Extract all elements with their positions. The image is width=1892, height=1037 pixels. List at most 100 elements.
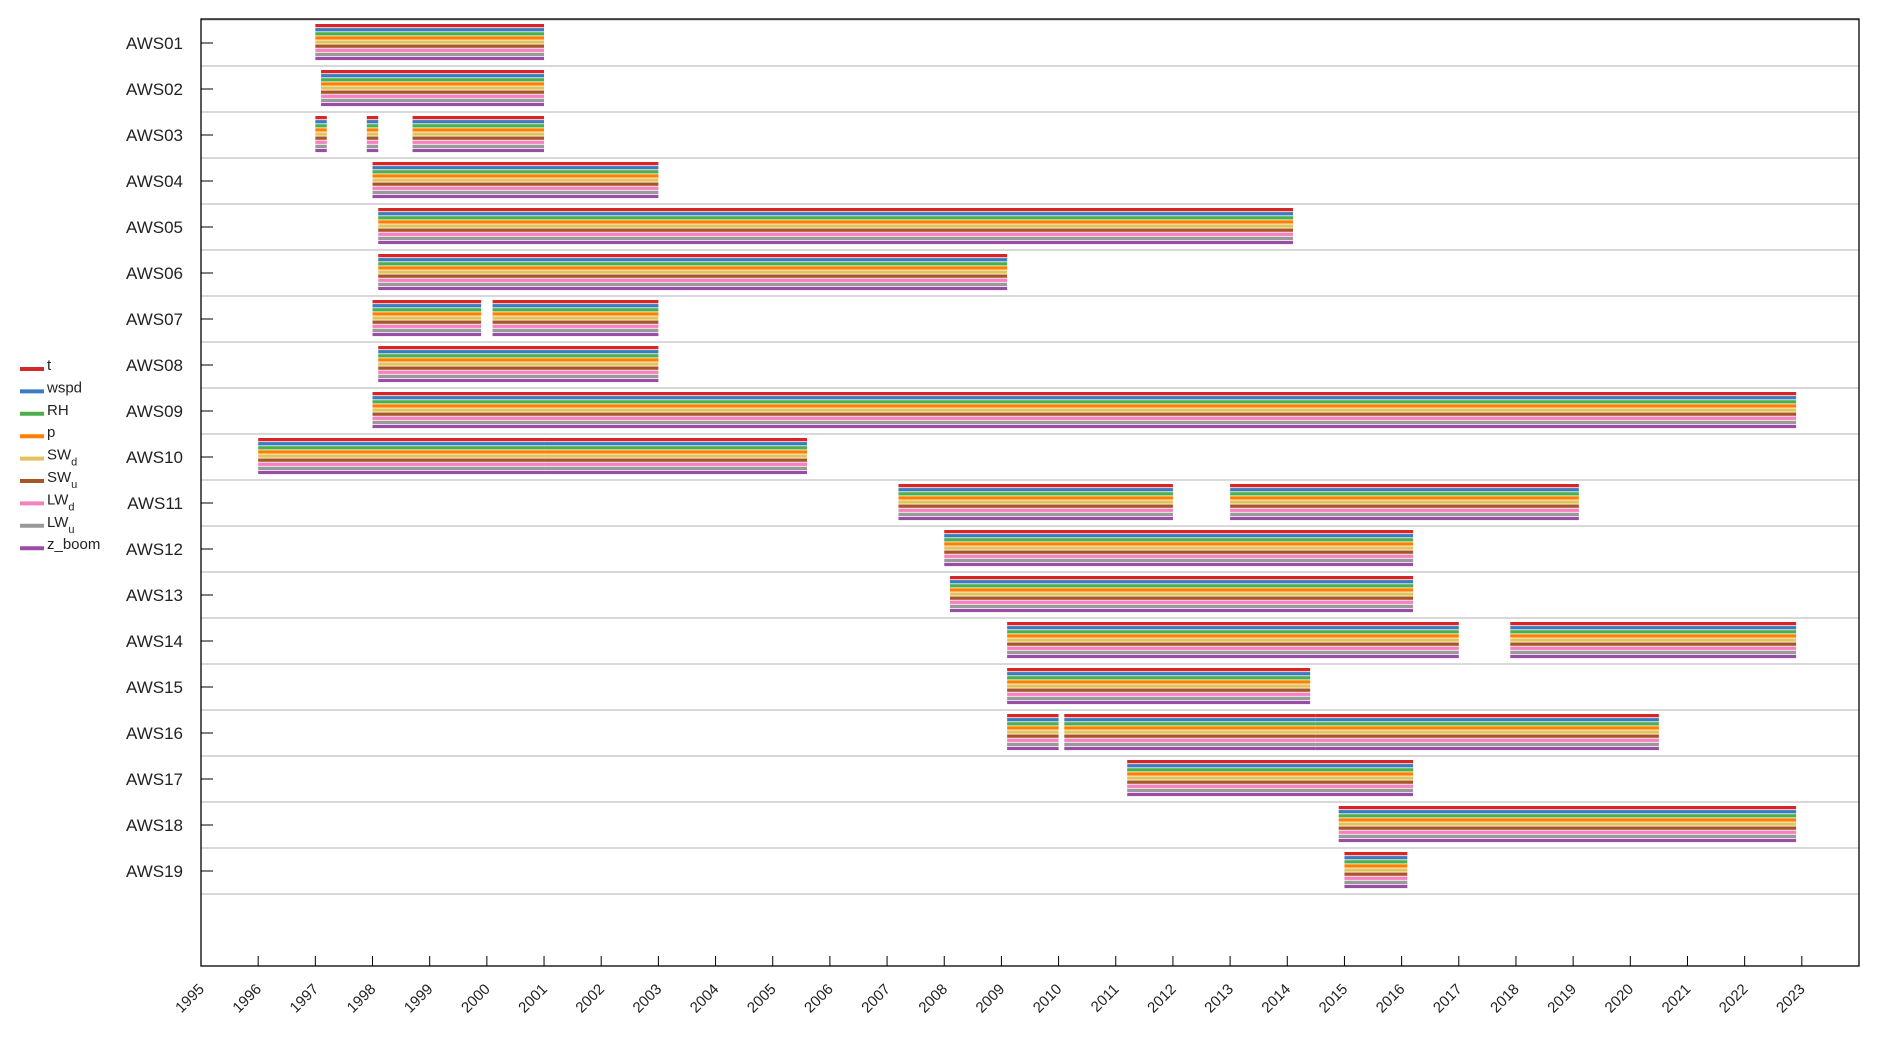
availability-bar-aws10-p [544, 450, 808, 454]
availability-bar-aws16-lwd [1007, 738, 1059, 742]
availability-bar-aws13-lwu [949, 604, 1414, 608]
availability-bar-aws13-wspd [949, 580, 1414, 584]
availability-bar-aws04-wspd [372, 166, 659, 170]
availability-bar-aws12-lwu [944, 558, 1414, 562]
availability-bar-aws01-lwd [315, 48, 545, 52]
availability-bar-aws03-p [366, 128, 379, 132]
availability-bar-aws11-t [1230, 484, 1579, 488]
availability-bar-aws09-swd [372, 408, 1797, 412]
station-label: AWS09 [126, 402, 183, 421]
availability-bar-aws03-wspd [412, 120, 545, 124]
availability-bar-aws05-z_boom [378, 240, 1293, 245]
availability-bar-aws03-rh [412, 124, 545, 128]
availability-bar-aws16-wspd [1007, 718, 1059, 722]
legend-label-subscript: d [71, 457, 77, 469]
availability-bar-aws04-swd [372, 178, 659, 182]
availability-bar-aws18-lwu [1338, 834, 1797, 838]
station-label: AWS18 [126, 816, 183, 835]
availability-bar-aws17-lwd [1127, 784, 1414, 788]
availability-bar-aws16-rh [1315, 722, 1659, 726]
availability-bar-aws18-z_boom [1338, 838, 1797, 843]
availability-bar-aws07-swu [372, 320, 482, 324]
availability-bar-aws03-swd [366, 132, 379, 136]
availability-bar-aws07-rh [372, 308, 482, 312]
station-label: AWS12 [126, 540, 183, 559]
availability-bar-aws16-z_boom [1064, 746, 1316, 751]
availability-bar-aws12-swd [944, 546, 1414, 550]
availability-bar-aws15-lwd [1007, 692, 1311, 696]
availability-bar-aws16-swd [1064, 730, 1316, 734]
availability-bar-aws14-swd [1510, 638, 1797, 642]
availability-bar-aws15-lwu [1007, 696, 1311, 700]
availability-bar-aws10-swd [258, 454, 545, 458]
row-separators [201, 19, 1859, 895]
availability-bar-aws19-t [1344, 852, 1408, 856]
availability-bar-aws11-p [1230, 496, 1579, 500]
availability-bar-aws18-rh [1338, 814, 1797, 818]
availability-bar-aws14-lwd [1510, 646, 1797, 650]
availability-bar-aws11-rh [1230, 492, 1579, 496]
availability-bar-aws16-t [1007, 714, 1059, 718]
availability-bar-aws19-lwu [1344, 880, 1408, 884]
availability-bar-aws14-p [1007, 634, 1459, 638]
availability-bar-aws04-t [372, 162, 659, 166]
availability-bar-aws08-z_boom [378, 378, 659, 383]
availability-bar-aws16-swu [1064, 734, 1316, 738]
station-label: AWS17 [126, 770, 183, 789]
availability-bar-aws19-z_boom [1344, 884, 1408, 889]
availability-bar-aws07-z_boom [492, 332, 659, 337]
availability-bar-aws07-z_boom [372, 332, 482, 337]
availability-bar-aws03-z_boom [315, 148, 327, 153]
availability-bar-aws07-wspd [372, 304, 482, 308]
availability-bar-aws15-swu [1007, 688, 1311, 692]
availability-bar-aws05-wspd [378, 212, 1293, 216]
availability-bar-aws17-wspd [1127, 764, 1414, 768]
availability-bar-aws07-t [492, 300, 659, 304]
availability-bar-aws03-lwu [366, 144, 379, 148]
availability-bar-aws08-swu [378, 366, 659, 370]
availability-bar-aws15-t [1007, 668, 1311, 672]
availability-bar-aws07-lwd [372, 324, 482, 328]
availability-bar-aws03-rh [366, 124, 379, 128]
availability-bar-aws06-lwu [378, 282, 1008, 286]
availability-bar-aws01-swu [315, 44, 545, 48]
availability-bar-aws03-z_boom [412, 148, 545, 153]
availability-bar-aws16-z_boom [1007, 746, 1059, 751]
availability-bar-aws05-lwu [378, 236, 1293, 240]
availability-bar-aws11-z_boom [1230, 516, 1579, 521]
legend-label-swd: SWd [47, 447, 77, 469]
availability-bar-aws10-lwu [258, 466, 545, 470]
legend-label-p: p [47, 424, 55, 441]
availability-bar-aws03-swu [315, 136, 327, 140]
availability-bar-aws03-swd [315, 132, 327, 136]
station-label: AWS01 [126, 34, 183, 53]
availability-bar-aws09-t [372, 392, 1797, 396]
availability-bar-aws01-z_boom [315, 56, 545, 61]
station-label: AWS07 [126, 310, 183, 329]
availability-bar-aws07-swu [492, 320, 659, 324]
availability-bar-aws10-lwd [544, 462, 808, 466]
availability-bar-aws09-lwu [372, 420, 1797, 424]
availability-bar-aws12-swu [944, 550, 1414, 554]
availability-bar-aws12-p [944, 542, 1414, 546]
availability-bar-aws05-swu [378, 228, 1293, 232]
availability-bar-aws14-swu [1510, 642, 1797, 646]
availability-bar-aws10-z_boom [258, 470, 545, 475]
availability-bar-aws10-wspd [258, 442, 545, 446]
availability-bar-aws14-t [1510, 622, 1797, 626]
availability-bar-aws15-wspd [1007, 672, 1311, 676]
availability-bar-aws04-z_boom [372, 194, 659, 199]
availability-bar-aws18-lwd [1338, 830, 1797, 834]
availability-bar-aws13-lwd [949, 600, 1414, 604]
availability-bar-aws10-rh [258, 446, 545, 450]
availability-bar-aws19-lwd [1344, 876, 1408, 880]
availability-bar-aws13-swu [949, 596, 1414, 600]
availability-bar-aws03-t [412, 116, 545, 120]
availability-bar-aws07-rh [492, 308, 659, 312]
station-label: AWS19 [126, 862, 183, 881]
availability-bar-aws06-rh [378, 262, 1008, 266]
availability-bar-aws06-swu [378, 274, 1008, 278]
availability-bar-aws02-swu [321, 90, 545, 94]
availability-bar-aws09-lwd [372, 416, 1797, 420]
